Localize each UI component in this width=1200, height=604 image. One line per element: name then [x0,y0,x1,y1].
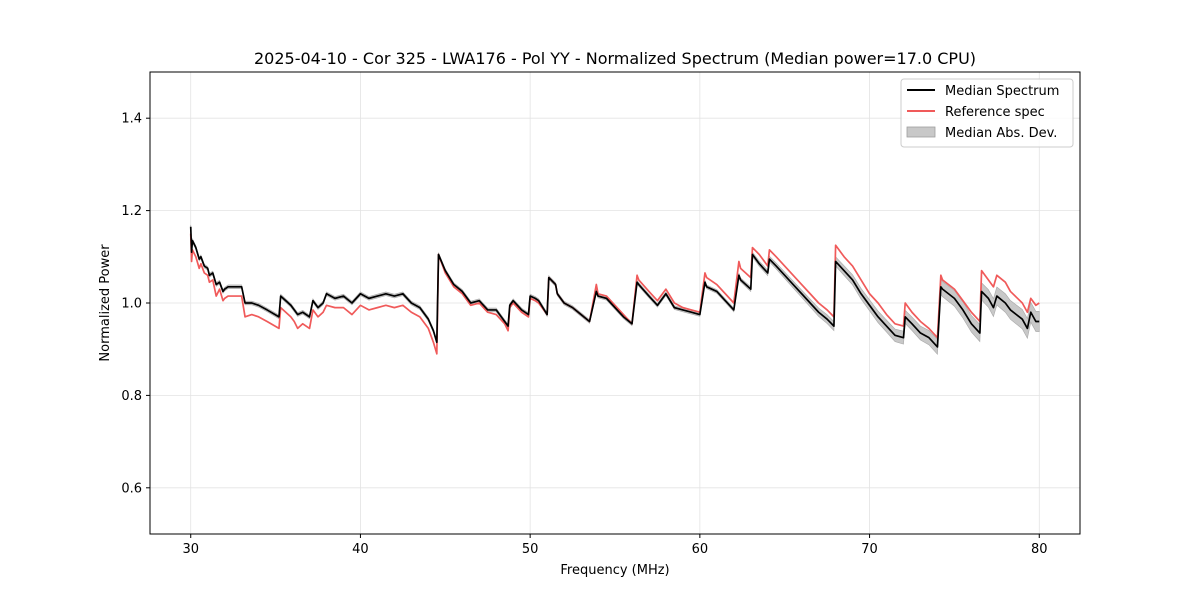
y-tick-label: 1.4 [121,112,142,127]
y-tick-label: 0.8 [121,389,142,404]
x-axis-label: Frequency (MHz) [560,563,669,578]
chart-title: 2025-04-10 - Cor 325 - LWA176 - Pol YY -… [254,49,976,68]
legend-mad-label: Median Abs. Dev. [945,126,1057,141]
median-spectrum-line [189,226,1040,348]
x-tick-label: 50 [522,542,539,557]
x-tick-label: 60 [692,542,709,557]
x-tick-label: 70 [861,542,878,557]
x-axis: 30 40 50 60 70 80 [182,534,1048,557]
y-tick-label: 1.0 [121,297,142,312]
series-lines [189,226,1040,355]
y-axis: 0.6 0.8 1.0 1.2 1.4 [121,112,150,496]
legend: Median Spectrum Reference spec Median Ab… [900,78,1074,148]
y-tick-label: 1.2 [121,204,142,219]
x-tick-label: 80 [1031,542,1048,557]
legend-median-label: Median Spectrum [945,84,1059,99]
y-tick-label: 0.6 [121,481,142,496]
x-tick-label: 30 [182,542,199,557]
legend-reference-label: Reference spec [945,105,1045,120]
y-axis-label: Normalized Power [98,244,113,362]
legend-frame [900,78,1074,148]
x-tick-label: 40 [352,542,369,557]
legend-mad-swatch [906,126,936,138]
